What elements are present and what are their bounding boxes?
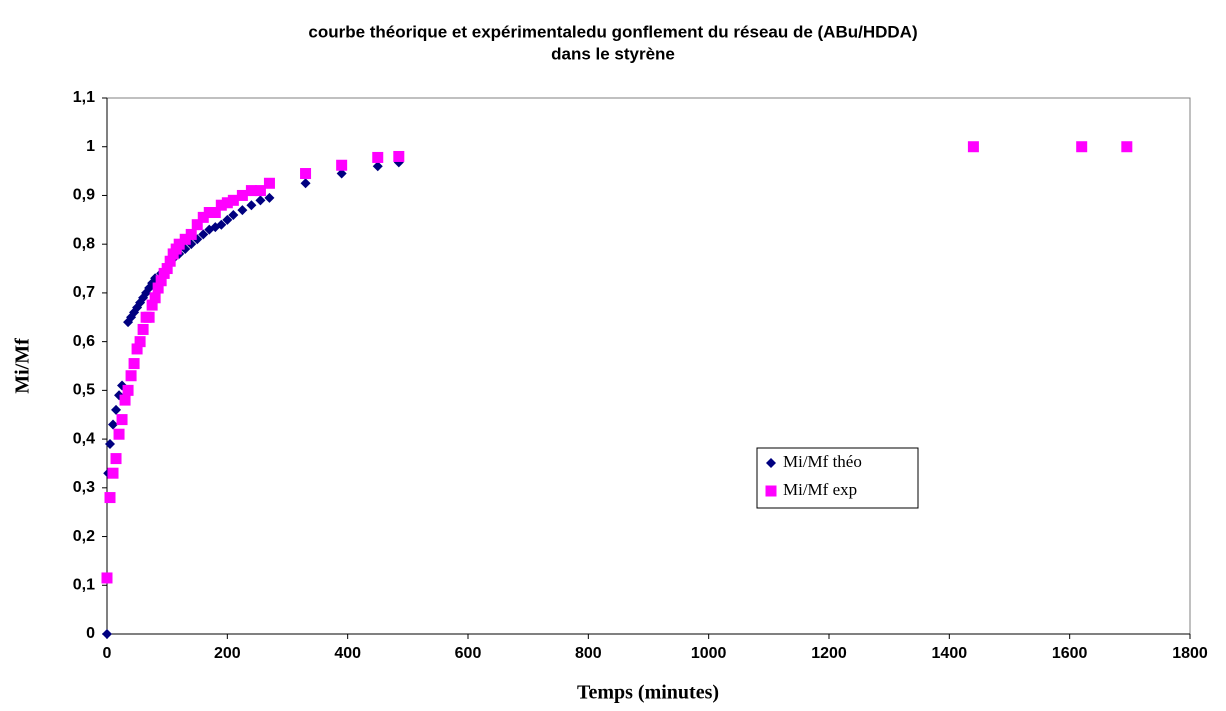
point — [116, 414, 128, 426]
y-tick-label: 0,8 — [73, 235, 95, 252]
point — [102, 629, 112, 639]
point — [104, 492, 116, 504]
x-tick-label: 1400 — [932, 645, 968, 662]
y-tick-label: 0,4 — [73, 430, 95, 447]
point — [143, 311, 155, 323]
point — [203, 207, 215, 219]
point — [101, 572, 113, 584]
x-tick-label: 800 — [575, 645, 602, 662]
point — [119, 394, 131, 406]
point — [113, 428, 125, 440]
y-tick-label: 0,6 — [73, 333, 95, 350]
point — [237, 205, 248, 216]
point — [125, 370, 137, 382]
point — [221, 197, 233, 209]
point — [191, 219, 203, 231]
point — [1121, 141, 1133, 153]
point — [198, 229, 209, 240]
point — [152, 282, 164, 294]
point — [197, 211, 209, 223]
x-tick-label: 400 — [334, 645, 361, 662]
point — [300, 178, 311, 189]
legend-marker — [766, 458, 776, 468]
y-tick-label: 0,9 — [73, 187, 95, 204]
y-tick-label: 0,2 — [73, 528, 95, 545]
point — [110, 453, 122, 465]
point — [336, 159, 348, 171]
point — [209, 207, 221, 219]
point — [227, 194, 239, 206]
point — [967, 141, 979, 153]
point — [146, 299, 158, 311]
point — [155, 275, 167, 287]
point — [179, 233, 191, 245]
x-tick-label: 1200 — [811, 645, 847, 662]
y-tick-label: 0 — [86, 625, 95, 642]
y-tick-label: 1 — [86, 138, 95, 155]
point — [122, 384, 134, 396]
legend-label: Mi/Mf théo — [783, 452, 862, 471]
y-tick-label: 1,1 — [73, 89, 95, 106]
x-axis-title: Temps (minutes) — [577, 682, 719, 704]
x-tick-label: 1800 — [1172, 645, 1208, 662]
point — [228, 209, 239, 220]
point — [393, 150, 405, 162]
y-tick-label: 0,5 — [73, 382, 95, 399]
point — [173, 238, 185, 250]
point — [264, 192, 275, 203]
point — [222, 214, 233, 225]
point — [105, 438, 116, 449]
point — [255, 195, 266, 206]
y-tick-label: 0,3 — [73, 479, 95, 496]
point — [245, 185, 257, 197]
x-tick-label: 1000 — [691, 645, 727, 662]
point — [107, 467, 119, 479]
y-axis-title: Mi/Mf — [12, 338, 34, 394]
x-tick-label: 200 — [214, 645, 241, 662]
point — [372, 151, 384, 163]
x-tick-label: 1600 — [1052, 645, 1088, 662]
point — [1076, 141, 1088, 153]
point — [254, 185, 266, 197]
point — [128, 358, 140, 370]
legend-box — [756, 447, 919, 509]
point — [236, 189, 248, 201]
x-tick-label: 0 — [103, 645, 112, 662]
point — [164, 255, 176, 267]
point — [263, 177, 275, 189]
point — [246, 200, 257, 211]
y-tick-label: 0,1 — [73, 576, 95, 593]
y-tick-label: 0,7 — [73, 284, 95, 301]
chart-title: dans le styrène — [551, 44, 675, 63]
legend-marker — [765, 485, 777, 497]
point — [215, 199, 227, 211]
point — [111, 404, 122, 415]
point — [149, 292, 161, 304]
point — [216, 219, 227, 230]
point — [300, 168, 312, 180]
point — [185, 228, 197, 240]
point — [108, 419, 119, 430]
point — [134, 336, 146, 348]
point — [161, 263, 173, 275]
legend-label: Mi/Mf exp — [783, 480, 857, 499]
x-tick-label: 600 — [455, 645, 482, 662]
point — [336, 168, 347, 179]
point — [137, 323, 149, 335]
chart-title: courbe théorique et expérimentaledu gonf… — [308, 22, 917, 41]
point — [131, 343, 143, 355]
point — [372, 161, 383, 172]
